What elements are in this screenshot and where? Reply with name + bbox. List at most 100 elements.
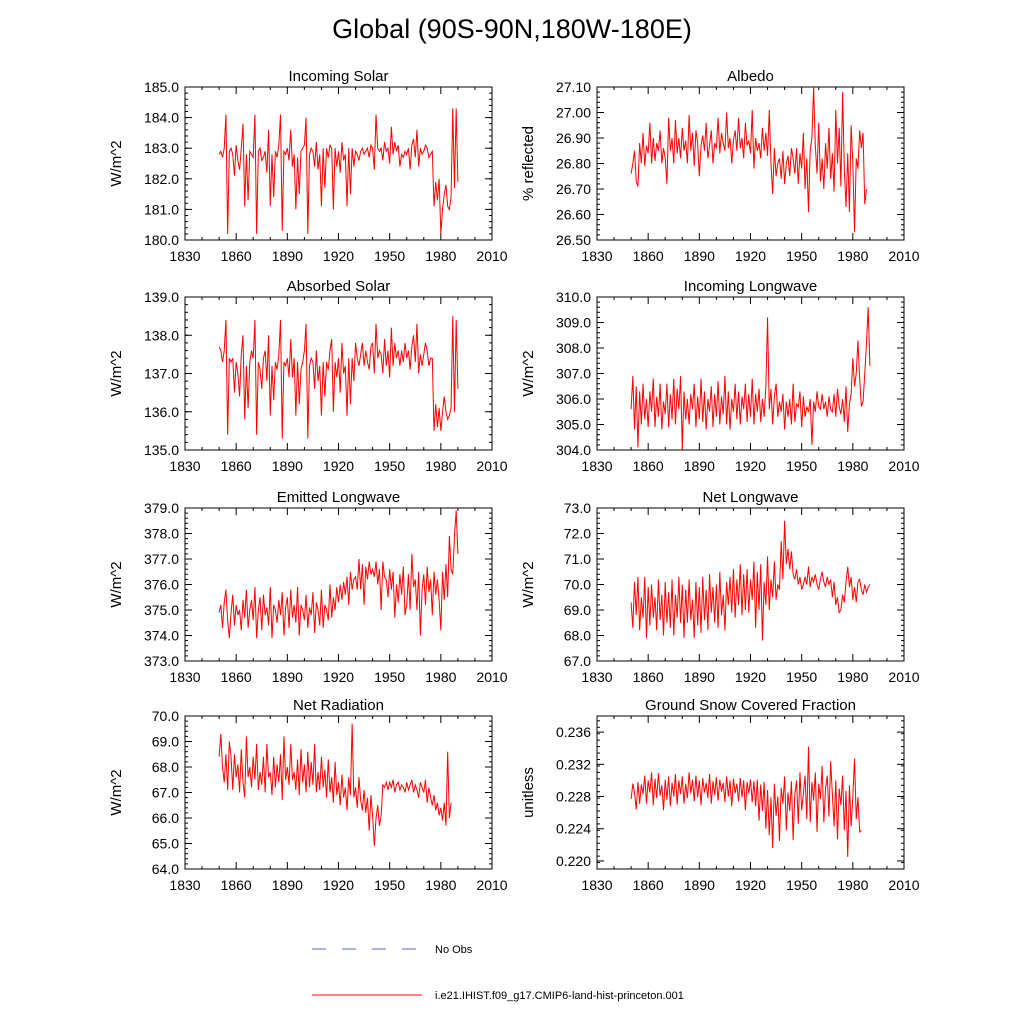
x-tick-label: 1890 xyxy=(272,248,303,264)
y-tick-label: 184.0 xyxy=(144,110,179,126)
y-tick-label: 64.0 xyxy=(152,861,179,877)
y-tick-label: 137.0 xyxy=(144,366,179,382)
x-tick-label: 2010 xyxy=(888,669,919,685)
x-tick-label: 1830 xyxy=(169,669,200,685)
x-tick-label: 2010 xyxy=(888,248,919,264)
y-tick-label: 308.0 xyxy=(556,340,591,356)
x-tick-label: 1860 xyxy=(221,458,252,474)
y-axis-label: % reflected xyxy=(520,126,537,201)
panel-albedo: Albedo % reflected 1830 1860 1890 1920 1950 198… xyxy=(520,68,920,264)
y-tick-label: 180.0 xyxy=(144,232,179,248)
x-tick-label: 1890 xyxy=(272,458,303,474)
y-tick-label: 181.0 xyxy=(144,201,179,217)
plot-frame xyxy=(184,715,493,870)
x-tick-label: 1980 xyxy=(837,458,868,474)
x-tick-label: 1860 xyxy=(633,877,664,893)
y-tick-label: 376.0 xyxy=(144,577,179,593)
y-tick-label: 309.0 xyxy=(556,315,591,331)
series-line xyxy=(218,316,459,439)
y-tick-label: 185.0 xyxy=(144,79,179,95)
x-tick-label: 2010 xyxy=(476,458,507,474)
panel-incoming-solar: Incoming Solar W/m^2 1830 1860 1890 1920 1950 1… xyxy=(108,68,508,264)
legend-label-model: i.e21.IHIST.f09_g17.CMIP6-land-hist-prin… xyxy=(435,990,684,1002)
y-tick-label: 70.0 xyxy=(564,577,591,593)
y-tick-label: 65.0 xyxy=(152,836,179,852)
y-tick-label: 378.0 xyxy=(144,526,179,542)
y-tick-label: 69.0 xyxy=(564,602,591,618)
panel-ground-snow-covered-fraction: Ground Snow Covered Fraction unitless 1830… xyxy=(520,697,920,893)
y-tick-label: 68.0 xyxy=(152,759,179,775)
y-tick-label: 69.0 xyxy=(152,734,179,750)
plot-frame xyxy=(184,296,493,451)
x-tick-label: 1980 xyxy=(837,248,868,264)
y-axis-label: W/m^2 xyxy=(108,561,125,607)
y-tick-label: 71.0 xyxy=(564,551,591,567)
y-tick-label: 139.0 xyxy=(144,289,179,305)
y-tick-label: 307.0 xyxy=(556,366,591,382)
series-line xyxy=(218,510,459,639)
series-line xyxy=(218,723,452,847)
x-tick-label: 2010 xyxy=(476,248,507,264)
y-tick-label: 135.0 xyxy=(144,442,179,458)
y-axis-label: unitless xyxy=(520,767,537,818)
y-tick-label: 66.0 xyxy=(152,810,179,826)
panel-title: Emitted Longwave xyxy=(277,489,400,506)
x-tick-label: 2010 xyxy=(476,877,507,893)
plot-frame xyxy=(596,296,905,451)
y-tick-label: 70.0 xyxy=(152,708,179,724)
panel-title: Incoming Longwave xyxy=(684,278,817,295)
x-tick-label: 1980 xyxy=(425,248,456,264)
y-tick-label: 310.0 xyxy=(556,289,591,305)
y-axis-label: W/m^2 xyxy=(108,350,125,396)
y-tick-label: 305.0 xyxy=(556,417,591,433)
series-line xyxy=(218,108,459,234)
panel-emitted-longwave: Emitted Longwave W/m^2 1830 1860 1890 1920 195… xyxy=(108,489,508,685)
x-tick-label: 1830 xyxy=(581,669,612,685)
y-tick-label: 26.80 xyxy=(556,156,591,172)
panel-incoming-longwave: Incoming Longwave W/m^2 1830 1860 1890 1920 19… xyxy=(520,278,920,474)
x-tick-label: 1830 xyxy=(169,877,200,893)
figure-title: Global (90S-90N,180W-180E) xyxy=(332,14,692,44)
x-tick-label: 1860 xyxy=(633,669,664,685)
y-tick-label: 68.0 xyxy=(564,628,591,644)
y-axis-label: W/m^2 xyxy=(520,561,537,607)
y-tick-label: 374.0 xyxy=(144,628,179,644)
y-tick-label: 27.10 xyxy=(556,79,591,95)
chart-panels: Incoming Solar W/m^2 1830 1860 1890 1920 1950 1… xyxy=(108,68,920,893)
x-tick-label: 2010 xyxy=(888,458,919,474)
x-tick-label: 1920 xyxy=(735,248,766,264)
x-tick-label: 1980 xyxy=(425,877,456,893)
x-tick-label: 1860 xyxy=(221,248,252,264)
x-tick-label: 2010 xyxy=(476,669,507,685)
x-tick-label: 1920 xyxy=(323,669,354,685)
y-tick-label: 67.0 xyxy=(152,785,179,801)
x-tick-label: 1980 xyxy=(837,669,868,685)
y-tick-label: 182.0 xyxy=(144,171,179,187)
y-tick-label: 377.0 xyxy=(144,551,179,567)
x-tick-label: 1980 xyxy=(837,877,868,893)
x-tick-label: 1830 xyxy=(169,248,200,264)
y-axis-label: W/m^2 xyxy=(108,769,125,815)
y-tick-label: 375.0 xyxy=(144,602,179,618)
y-axis-label: W/m^2 xyxy=(520,350,537,396)
y-tick-label: 72.0 xyxy=(564,526,591,542)
y-tick-label: 304.0 xyxy=(556,442,591,458)
y-tick-label: 26.70 xyxy=(556,181,591,197)
x-tick-label: 1830 xyxy=(581,458,612,474)
x-tick-label: 1830 xyxy=(581,248,612,264)
y-tick-label: 0.220 xyxy=(556,853,591,869)
x-tick-label: 1860 xyxy=(221,669,252,685)
series-line xyxy=(630,86,867,233)
x-tick-label: 1890 xyxy=(272,669,303,685)
panel-net-longwave: Net Longwave W/m^2 1830 1860 1890 1920 1950 198… xyxy=(520,489,920,685)
panel-title: Net Longwave xyxy=(703,489,799,506)
x-tick-label: 1920 xyxy=(735,458,766,474)
y-tick-label: 0.224 xyxy=(556,821,591,837)
y-tick-label: 27.00 xyxy=(556,105,591,121)
x-tick-label: 1950 xyxy=(786,669,817,685)
x-tick-label: 1890 xyxy=(684,877,715,893)
y-tick-label: 0.228 xyxy=(556,789,591,805)
panel-title: Ground Snow Covered Fraction xyxy=(645,697,856,714)
chart-legend: No Obs i.e21.IHIST.f09_g17.CMIP6-land-hi… xyxy=(312,944,684,1002)
